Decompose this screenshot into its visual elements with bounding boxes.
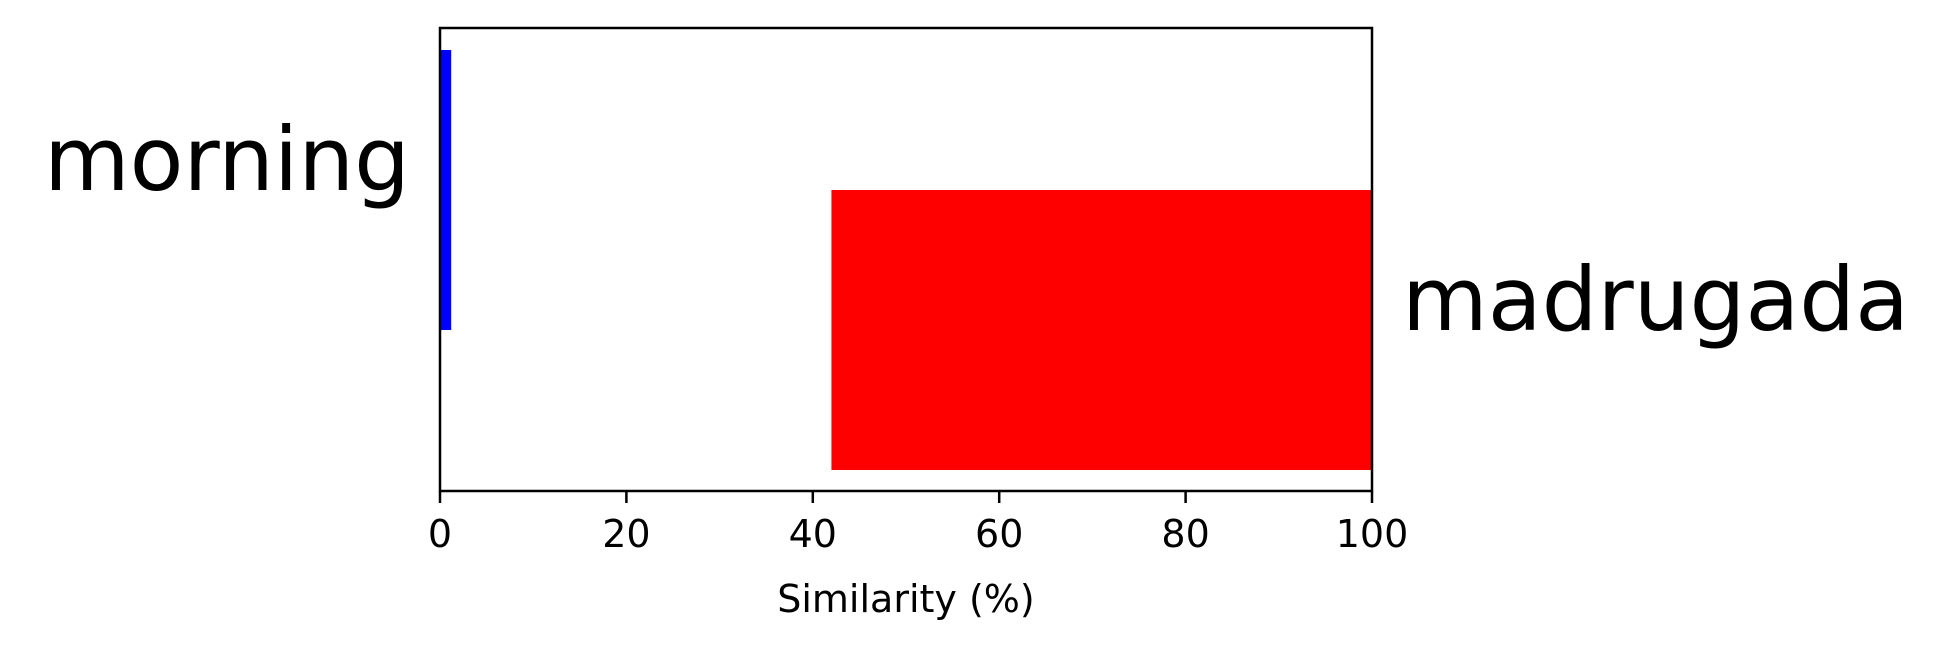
plot-frame: [438, 26, 1374, 493]
x-tick-label: 60: [975, 512, 1023, 556]
x-tick-label: 100: [1336, 512, 1409, 556]
word-label-madrugada: madrugada: [1402, 248, 1909, 351]
bar-morning: [440, 50, 452, 330]
bar-madrugada: [831, 190, 1372, 470]
x-axis-title: Similarity (%): [777, 577, 1035, 621]
bar-group: [440, 50, 1372, 470]
word-label-morning: morning: [44, 108, 410, 211]
x-tick-label: 40: [789, 512, 837, 556]
x-tick-label: 20: [602, 512, 650, 556]
x-tick-label: 0: [428, 512, 452, 556]
x-axis-ticks: 0 20 40 60 80 100: [428, 491, 1408, 556]
x-tick-label: 80: [1161, 512, 1209, 556]
